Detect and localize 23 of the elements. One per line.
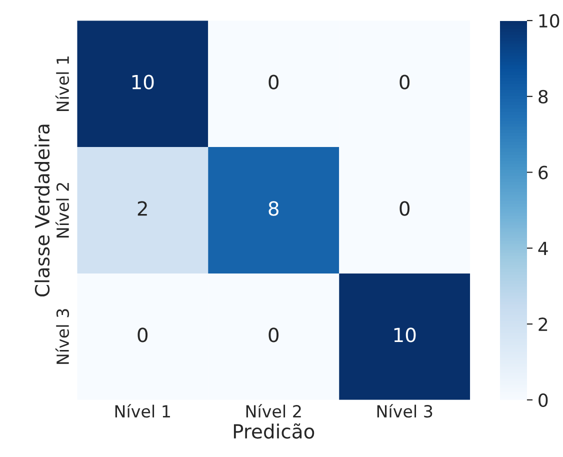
x-tick-label: Nível 1: [115, 404, 170, 418]
x-tick-label: Nível 3: [377, 404, 432, 418]
y-axis-title: Classe Verdadeira: [34, 124, 50, 296]
color-bar-label: 2: [538, 317, 548, 331]
data-label: 0: [400, 201, 410, 216]
color-bar-label: 0: [538, 393, 548, 407]
data-label: 0: [400, 74, 410, 90]
data-label: 8: [268, 201, 278, 216]
data-label: 0: [268, 74, 279, 90]
y-tick-label: Nível 3: [55, 309, 70, 364]
data-label: 2: [138, 201, 147, 216]
data-label: 10: [394, 328, 416, 342]
data-label: 10: [132, 74, 154, 90]
x-tick-label: Nível 2: [246, 404, 301, 418]
color-bar-label: 6: [538, 166, 548, 180]
y-tick-label: Nível 2: [55, 183, 70, 238]
x-axis-title: Predicão: [234, 423, 314, 439]
color-bar-label: 10: [539, 14, 560, 28]
data-label: 0: [268, 328, 279, 342]
color-bar-label: 4: [538, 242, 548, 256]
data-label: 0: [138, 328, 148, 342]
color-bar-label: 8: [538, 90, 548, 104]
y-tick-label: Nível 1: [55, 56, 70, 112]
